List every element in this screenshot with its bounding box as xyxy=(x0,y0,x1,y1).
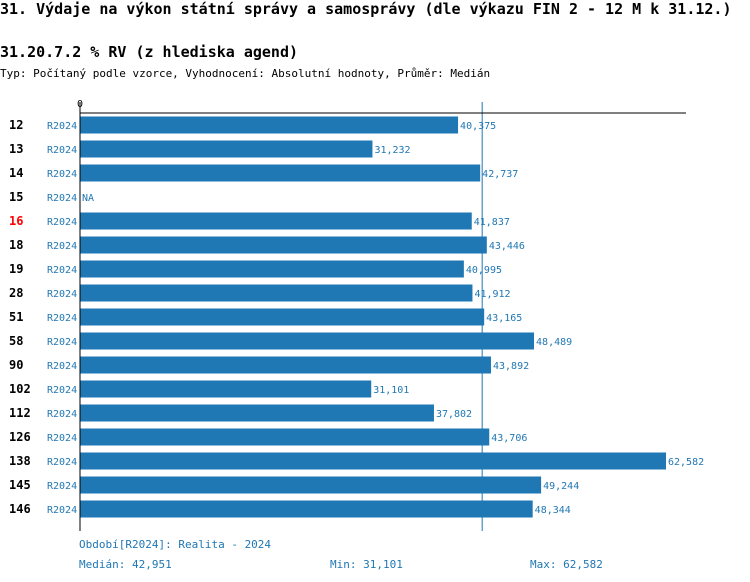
row-period-label: R2024 xyxy=(47,481,77,492)
value-label: 43,706 xyxy=(491,433,527,444)
value-label: 31,232 xyxy=(374,145,410,156)
row-id-label: 12 xyxy=(9,118,23,132)
row-id-label: 146 xyxy=(9,502,31,516)
row-period-label: R2024 xyxy=(47,385,77,396)
value-label: 49,244 xyxy=(543,481,579,492)
row-id-label: 58 xyxy=(9,334,23,348)
row-period-label: R2024 xyxy=(47,121,77,132)
row-id-label: 51 xyxy=(9,310,23,324)
value-label: 43,165 xyxy=(486,313,522,324)
bar-14 xyxy=(80,164,481,182)
value-label: NA xyxy=(82,193,94,204)
row-period-label: R2024 xyxy=(47,145,77,156)
row-period-label: R2024 xyxy=(47,193,77,204)
row-period-label: R2024 xyxy=(47,169,77,180)
value-label: 43,892 xyxy=(493,361,529,372)
bar-16 xyxy=(80,212,472,230)
row-id-label: 90 xyxy=(9,358,23,372)
bar-19 xyxy=(80,260,464,278)
bar-145 xyxy=(80,476,542,494)
value-label: 42,737 xyxy=(482,169,518,180)
bar-12 xyxy=(80,116,459,134)
row-period-label: R2024 xyxy=(47,433,77,444)
row-id-label: 18 xyxy=(9,238,23,252)
row-period-label: R2024 xyxy=(47,361,77,372)
row-period-label: R2024 xyxy=(47,505,77,516)
row-id-label: 102 xyxy=(9,382,31,396)
min-summary: Min: 31,101 xyxy=(330,558,403,571)
row-period-label: R2024 xyxy=(47,217,77,228)
value-label: 48,344 xyxy=(535,505,571,516)
row-period-label: R2024 xyxy=(47,289,77,300)
bar-90 xyxy=(80,356,491,374)
row-id-label: 28 xyxy=(9,286,23,300)
chart-meta: Typ: Počítaný podle vzorce, Vyhodnocení:… xyxy=(0,67,491,80)
bar-51 xyxy=(80,308,485,326)
row-id-label: 19 xyxy=(9,262,23,276)
value-label: 40,995 xyxy=(466,265,502,276)
value-label: 43,446 xyxy=(489,241,525,252)
value-label: 40,375 xyxy=(460,121,496,132)
row-id-label: 14 xyxy=(9,166,23,180)
axis-zero-label: 0 xyxy=(77,99,83,110)
row-period-label: R2024 xyxy=(47,241,77,252)
chart-title: 31. Výdaje na výkon státní správy a samo… xyxy=(0,0,732,18)
row-id-label: 13 xyxy=(9,142,23,156)
bar-102 xyxy=(80,380,372,398)
value-label: 48,489 xyxy=(536,337,572,348)
row-period-label: R2024 xyxy=(47,313,77,324)
median-summary: Medián: 42,951 xyxy=(79,558,172,571)
bar-58 xyxy=(80,332,535,350)
chart-subtitle: 31.20.7.2 % RV (z hlediska agend) xyxy=(0,43,299,61)
row-id-label: 138 xyxy=(9,454,31,468)
value-label: 41,837 xyxy=(474,217,510,228)
value-label: 37,802 xyxy=(436,409,472,420)
period-note: Období[R2024]: Realita - 2024 xyxy=(79,538,272,551)
row-period-label: R2024 xyxy=(47,457,77,468)
row-period-label: R2024 xyxy=(47,337,77,348)
row-id-label: 145 xyxy=(9,478,31,492)
row-period-label: R2024 xyxy=(47,409,77,420)
value-label: 62,582 xyxy=(668,457,704,468)
bar-18 xyxy=(80,236,487,254)
row-id-label: 112 xyxy=(9,406,31,420)
row-id-label: 126 xyxy=(9,430,31,444)
bar-112 xyxy=(80,404,434,422)
value-label: 41,912 xyxy=(474,289,510,300)
bar-138 xyxy=(80,452,666,470)
row-id-label: 15 xyxy=(9,190,23,204)
row-id-label: 16 xyxy=(9,214,23,228)
bar-126 xyxy=(80,428,490,446)
bar-28 xyxy=(80,284,473,302)
bar-13 xyxy=(80,140,373,158)
bar-146 xyxy=(80,500,533,518)
row-period-label: R2024 xyxy=(47,265,77,276)
value-label: 31,101 xyxy=(373,385,409,396)
max-summary: Max: 62,582 xyxy=(530,558,603,571)
